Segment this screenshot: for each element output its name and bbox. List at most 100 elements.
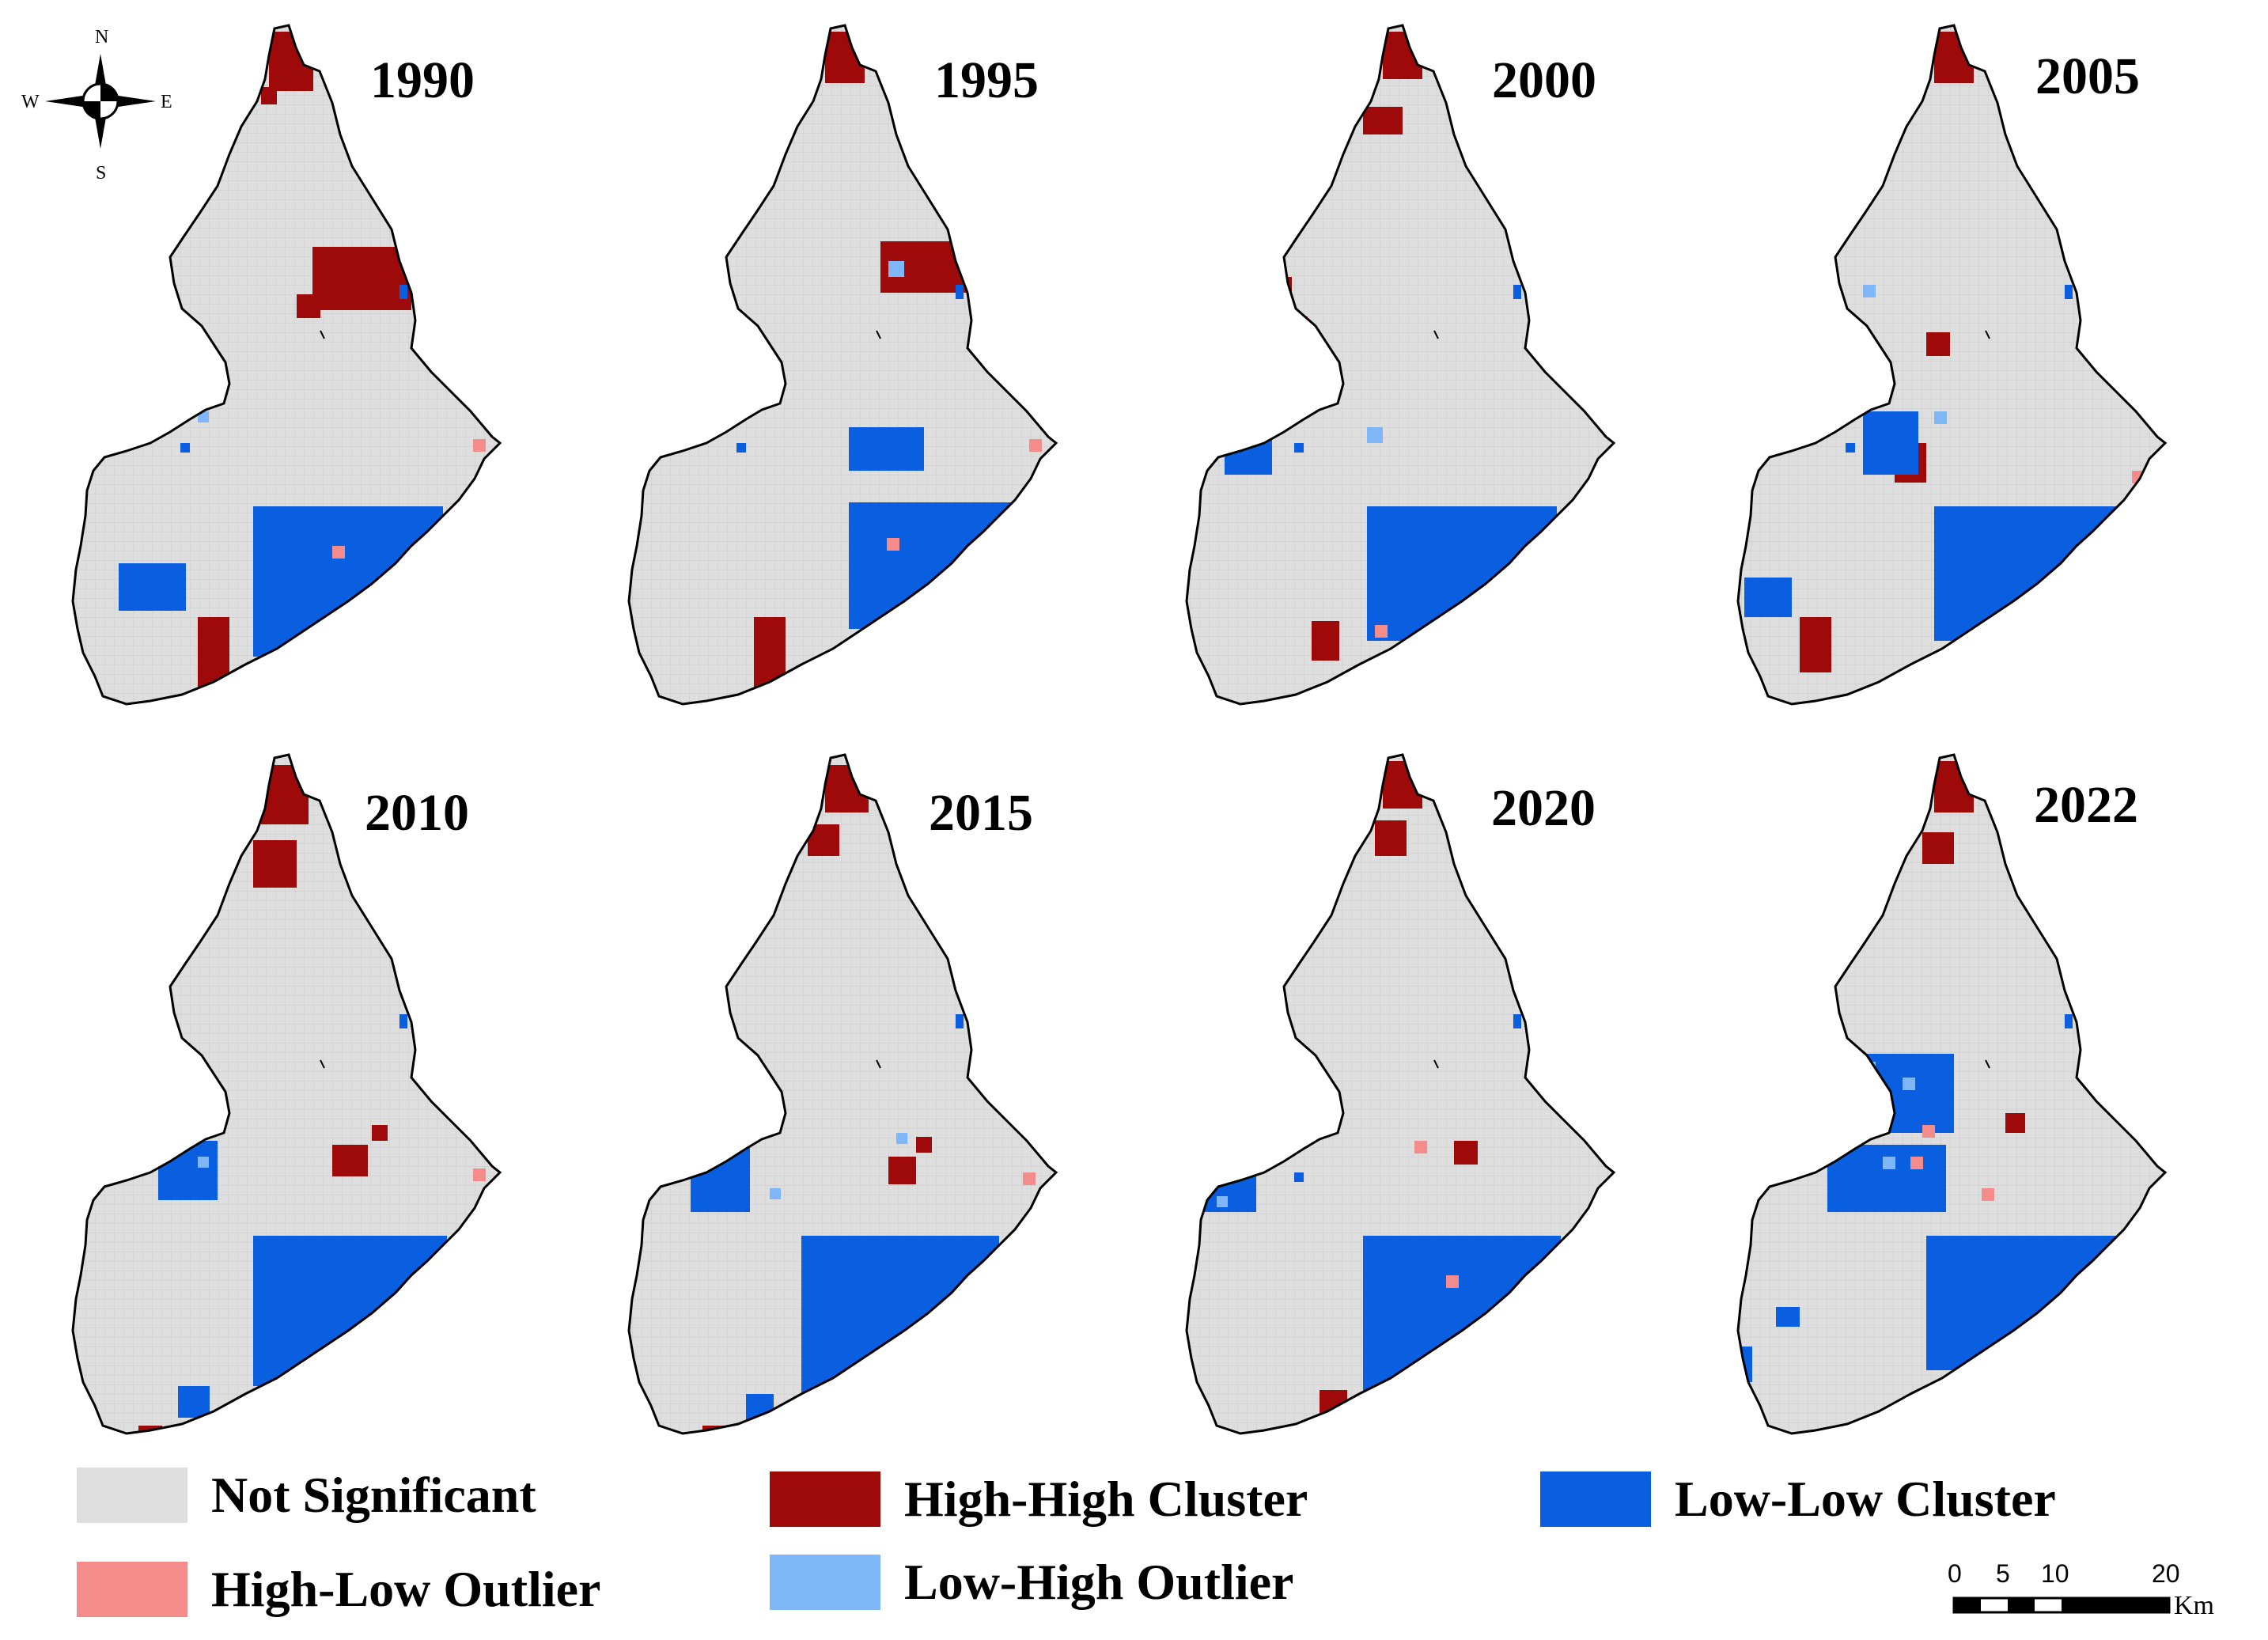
cluster-patch [1934,32,1974,83]
cluster-patch [825,32,865,83]
map-panel-2015 [627,753,1058,1481]
year-label-2010: 2010 [365,784,469,842]
cluster-patch [399,285,407,299]
map-panel-2000 [1153,24,1615,706]
cluster-patch [888,1157,916,1184]
cluster-patch [2065,285,2073,299]
cluster-patch [1375,625,1388,638]
cluster-patch [332,1145,368,1176]
cluster-patch [1926,332,1950,356]
scale-tick-0: 0 [1948,1559,1962,1588]
cluster-patch [419,301,430,312]
cluster-patch [736,1172,746,1182]
basin-area [629,25,1056,704]
cluster-patch [1922,832,1954,864]
cluster-patch [1320,1390,1347,1434]
cluster-patch [746,1394,774,1426]
cluster-patch [1454,1141,1478,1165]
cluster-patch [119,563,186,611]
scale-unit: Km [2174,1591,2214,1620]
cluster-patch [2010,801,2018,815]
cluster-patch [1153,1354,1185,1378]
cluster-patch [801,1236,999,1394]
cluster-patch [1513,285,1521,299]
compass-south: S [96,163,106,184]
scale-tick-10: 10 [2041,1559,2069,1588]
cluster-patch [956,975,964,989]
cluster-patch [896,1133,907,1144]
cluster-patch [2005,1113,2025,1133]
cluster-patch [1738,629,1744,645]
year-label-2015: 2015 [929,784,1033,842]
cluster-patch [901,71,909,85]
cluster-patch [2010,71,2018,85]
internal-feature [320,330,325,339]
cluster-patch [180,1172,190,1182]
cluster-patch [372,1125,388,1141]
map-panel-2010 [71,753,502,1435]
compass-north: N [95,27,108,47]
internal-feature [876,330,881,339]
cluster-patch [1903,1078,1915,1090]
cluster-patch [1926,1236,2116,1370]
year-label-2005: 2005 [2035,47,2140,105]
internal-feature [876,1059,881,1069]
cluster-patch [736,443,746,453]
cluster-patch [1910,1157,1923,1169]
cluster-patch [888,261,904,277]
cluster-patch [1867,1054,1954,1133]
map-panel-1990 [71,24,502,706]
cluster-patch [345,71,353,85]
cluster-patch [473,1168,486,1181]
cluster-patch [1294,1172,1304,1182]
scale-tick-20: 20 [2152,1559,2180,1588]
cluster-patch [1922,1125,1935,1138]
cluster-patch [1459,71,1467,85]
cluster-patch [1225,277,1292,320]
cluster-patch [1513,975,1521,989]
cluster-patch [1367,427,1383,443]
cluster-patch [1383,32,1422,79]
cluster-patch [2065,1014,2073,1028]
cluster-patch [1414,1141,1427,1153]
compass-west: W [21,92,40,112]
cluster-patch [1846,443,1855,453]
cluster-patch [297,294,320,318]
cluster-patch [1363,1236,1561,1394]
cluster-patch [198,1426,229,1434]
cluster-patch [901,801,909,815]
cluster-patch [956,285,964,299]
cluster-patch [261,87,277,104]
cluster-patch [198,372,207,381]
cluster-patch [1217,1196,1228,1207]
cluster-patch [1130,1418,1161,1441]
cluster-patch [178,1386,210,1418]
year-label-2000: 2000 [1492,51,1596,109]
cluster-patch [1776,1307,1800,1327]
cluster-patch [1883,1157,1895,1169]
cluster-patch [178,364,187,373]
scale-bar: 0 5 10 20 Km [1948,1559,2214,1620]
cluster-patch [312,247,411,310]
cluster-patch [1744,578,1792,617]
cluster-patch [849,427,924,471]
cluster-patch [956,245,964,259]
cluster-patch [198,1157,209,1168]
cluster-patch [1459,801,1467,815]
cluster-patch [754,1434,786,1481]
cluster-patch [916,1137,932,1153]
cluster-patch [1446,1275,1459,1288]
cluster-patch [1029,439,1042,452]
cluster-patch [345,801,353,815]
cluster-patch [825,765,869,812]
cluster-patch [1312,621,1339,661]
cluster-patch [1229,316,1308,364]
cluster-patch [1153,593,1185,621]
cluster-patch [1863,1062,1876,1074]
cluster-patch [2065,245,2073,259]
cluster-patch [849,502,1039,629]
cluster-patch [1863,411,1918,475]
north-arrow-icon: N S E W [21,27,172,184]
internal-feature [1985,330,1990,339]
